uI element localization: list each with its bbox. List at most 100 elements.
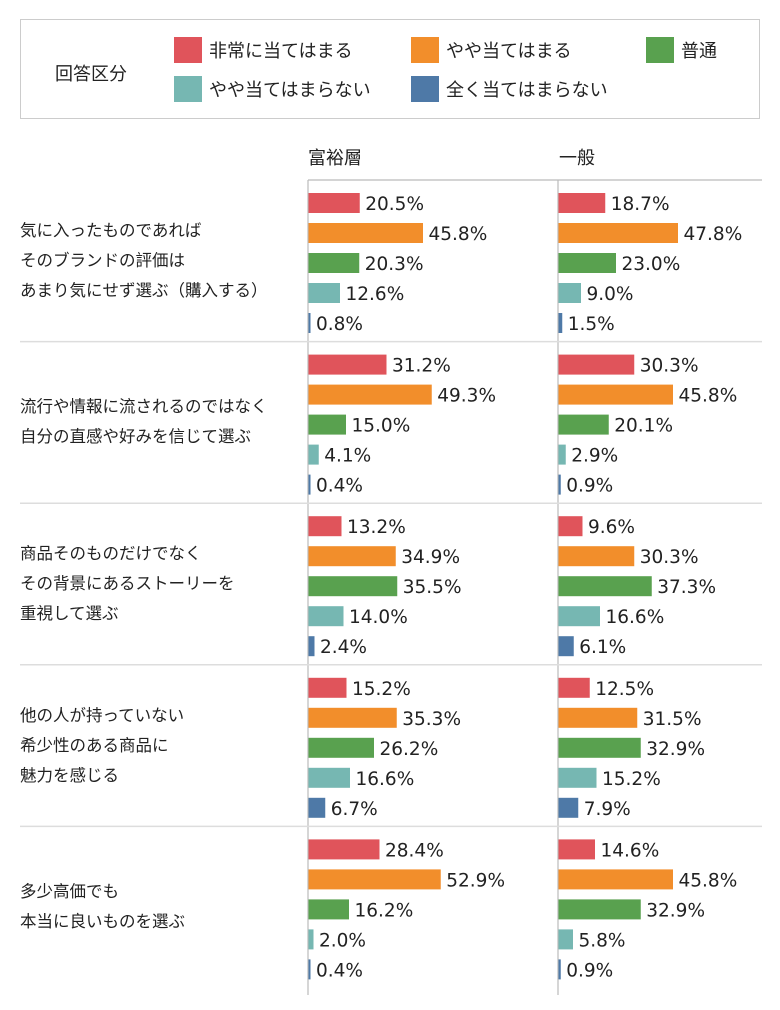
legend: 回答区分 非常に当てはまる やや当てはまる 普通 やや当てはまらない 全く当てはまらない — [20, 19, 760, 119]
bar — [558, 354, 635, 375]
data-label: 2.4% — [320, 637, 367, 658]
data-label: 2.9% — [571, 446, 618, 467]
bar — [558, 253, 616, 273]
bar — [558, 869, 673, 890]
bar — [558, 606, 600, 627]
bar — [558, 384, 673, 405]
bar — [558, 636, 574, 657]
legend-item: やや当てはまる — [411, 37, 572, 63]
data-label: 23.0% — [622, 254, 681, 275]
data-label: 15.2% — [602, 769, 661, 790]
bar — [308, 959, 311, 980]
data-label: 16.6% — [606, 607, 665, 628]
data-label: 13.2% — [347, 517, 406, 538]
data-label: 9.0% — [587, 284, 634, 305]
bar — [308, 283, 340, 303]
bar — [308, 354, 387, 375]
bar — [308, 414, 346, 435]
bar — [308, 767, 350, 788]
data-label: 30.3% — [640, 356, 699, 377]
data-label: 45.8% — [679, 386, 738, 407]
legend-item: 普通 — [646, 37, 717, 63]
bar — [558, 516, 583, 537]
data-label: 47.8% — [684, 224, 743, 245]
data-label: 1.5% — [568, 314, 615, 335]
bar — [558, 474, 561, 495]
legend-title: 回答区分 — [55, 64, 127, 85]
data-label: 16.6% — [356, 769, 415, 790]
bar — [308, 576, 398, 597]
bar — [558, 959, 561, 980]
data-label: 7.9% — [584, 799, 631, 820]
bar — [558, 929, 573, 950]
bar — [308, 677, 347, 698]
data-label: 14.0% — [349, 607, 408, 628]
bar — [308, 737, 374, 758]
bar — [558, 444, 566, 465]
category-label: 流行や情報に流されるのではなく 自分の直感や好みを信じて選ぶ — [20, 397, 268, 447]
data-label: 37.3% — [657, 577, 716, 598]
data-label: 26.2% — [380, 739, 439, 760]
bar — [308, 929, 314, 950]
bar — [308, 516, 342, 537]
data-label: 35.5% — [403, 577, 462, 598]
bar — [558, 707, 638, 728]
data-label: 15.2% — [352, 679, 411, 700]
legend-swatch — [411, 37, 439, 63]
bar — [308, 444, 319, 465]
bar — [558, 193, 606, 213]
bar — [558, 223, 678, 243]
bar — [308, 193, 360, 213]
data-label: 20.5% — [365, 194, 424, 215]
data-label: 45.8% — [429, 224, 488, 245]
bar — [558, 313, 563, 333]
bar — [558, 839, 595, 860]
legend-item: 非常に当てはまる — [174, 37, 353, 63]
category-label: 多少高価でも 本当に良いものを選ぶ — [20, 882, 185, 932]
bar — [558, 899, 641, 920]
bar — [558, 414, 609, 435]
data-label: 32.9% — [646, 739, 705, 760]
data-label: 4.1% — [324, 446, 371, 467]
data-label: 0.8% — [316, 314, 363, 335]
legend-swatch — [646, 37, 674, 63]
bar — [558, 546, 635, 567]
bar — [308, 636, 315, 657]
bar — [308, 253, 360, 273]
bar — [308, 223, 423, 243]
legend-item: 全く当てはまらない — [411, 76, 608, 102]
data-label: 31.5% — [643, 709, 702, 730]
data-label: 16.2% — [355, 900, 414, 921]
panel-header-general: 一般 — [559, 148, 595, 169]
data-label: 2.0% — [319, 930, 366, 951]
panel-header-wealthy: 富裕層 — [308, 148, 362, 169]
legend-label: やや当てはまる — [446, 41, 572, 62]
bar — [308, 474, 311, 495]
bar — [308, 606, 344, 627]
category-label: 気に入ったものであれば そのブランドの評価は あまり気にせず選ぶ（購入する） — [20, 220, 268, 300]
data-label: 6.1% — [579, 637, 626, 658]
bar — [308, 797, 326, 818]
bar — [558, 576, 652, 597]
legend-label: 全く当てはまらない — [446, 80, 608, 101]
data-label: 20.3% — [365, 254, 424, 275]
legend-label: 非常に当てはまる — [209, 41, 353, 62]
data-label: 35.3% — [402, 709, 461, 730]
data-label: 0.9% — [566, 476, 613, 497]
legend-swatch — [174, 37, 202, 63]
data-label: 0.4% — [316, 960, 363, 981]
data-label: 52.9% — [446, 870, 505, 891]
data-label: 45.8% — [679, 870, 738, 891]
data-label: 32.9% — [646, 900, 705, 921]
data-label: 28.4% — [385, 840, 444, 861]
data-label: 18.7% — [611, 194, 670, 215]
data-label: 49.3% — [437, 386, 496, 407]
category-label: 他の人が持っていない 希少性のある商品に 魅力を感じる — [20, 705, 185, 785]
bar — [558, 767, 597, 788]
data-label: 6.7% — [331, 799, 378, 820]
data-label: 5.8% — [579, 930, 626, 951]
data-label: 12.6% — [346, 284, 405, 305]
data-label: 14.6% — [601, 840, 660, 861]
bar — [308, 899, 349, 920]
